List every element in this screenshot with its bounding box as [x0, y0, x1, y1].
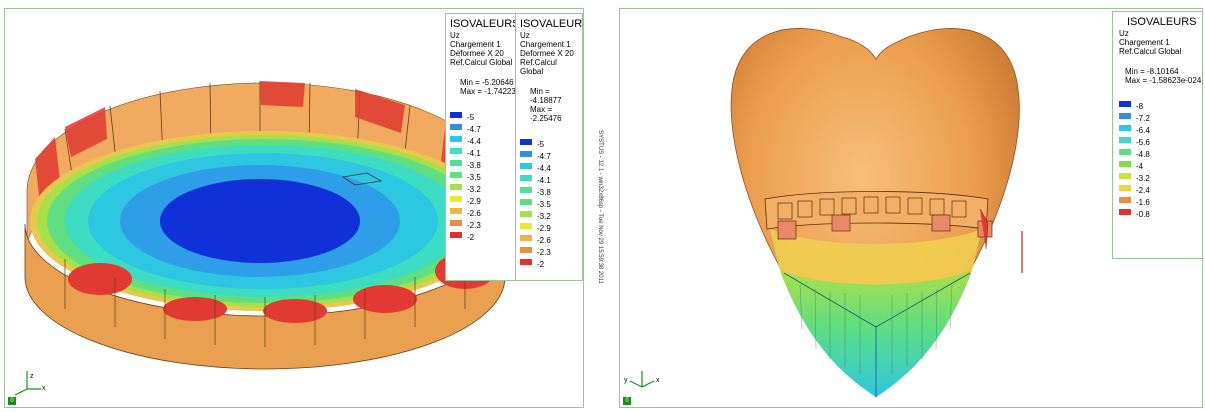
legend-min: Min = -4.18877: [530, 87, 562, 105]
isovalue-legend-2: ISOVALEURS Uz Chargement 1 Deformee X 20…: [515, 13, 583, 281]
sensor-marker: [341, 172, 383, 186]
legend-scale: -5 -4.7 -4.4 -4.1 -3.8 -3.5 -3.2 -2.9 -2…: [520, 137, 582, 269]
scale-row: -2.9: [450, 194, 516, 206]
balloon-model-view: [629, 28, 1023, 398]
scale-row: -2: [520, 257, 582, 269]
tank-model-view: [14, 81, 506, 396]
scale-row: -2.6: [520, 233, 582, 245]
scale-row: -5: [520, 137, 582, 149]
hanger-lines: [799, 284, 953, 375]
yellow-band: [770, 229, 982, 285]
scale-row: -4.7: [450, 122, 516, 134]
origin-marker: 0: [623, 397, 631, 405]
left-view-panel: z x 0 ISOVALEURS Uz Chargement 1 Deforme…: [4, 8, 584, 408]
legend-line: Ref.Calcul Global: [520, 58, 557, 76]
legend-title: ISOVALEURS: [450, 18, 520, 30]
axis-z-label: z: [30, 373, 34, 380]
scale-row: -4.1: [450, 146, 516, 158]
scale-row: -4.7: [520, 149, 582, 161]
legend-line: Ref.Calcul Global: [1119, 47, 1182, 56]
legend-line: Chargement 1: [1119, 38, 1170, 47]
isovalue-legend-3: ISOVALEURS Uz Chargement 1 Ref.Calcul Gl…: [1112, 11, 1202, 259]
legend-min: Min = -8.10164: [1125, 67, 1179, 76]
legend-line: Ref.Calcul Global: [450, 58, 513, 67]
scale-row: -4.4: [520, 161, 582, 173]
axis-x-label: x: [42, 385, 46, 392]
legend-line: Deformee X 20: [520, 49, 574, 58]
scale-row: -3.5: [450, 170, 516, 182]
scale-row: -8: [1119, 99, 1202, 111]
legend-max: Max = -1.58623e-024: [1125, 76, 1202, 85]
floor-isovalues: [30, 131, 500, 311]
legend-min: Min = -5.20646: [460, 78, 514, 87]
scale-row: -5.6: [1119, 135, 1202, 147]
legend-title: ISOVALEURS: [520, 18, 584, 30]
scale-row: -7.2: [1119, 111, 1202, 123]
scale-row: -3.2: [520, 209, 582, 221]
scale-row: -0.8: [1119, 207, 1202, 219]
front-ribs: [64, 259, 466, 347]
scale-row: -3.8: [520, 185, 582, 197]
scale-row: -5: [450, 110, 516, 122]
legend-line: Uz: [520, 31, 530, 40]
scale-row: -2.4: [1119, 183, 1202, 195]
scale-row: -1.6: [1119, 195, 1202, 207]
scale-row: -2.9: [520, 221, 582, 233]
scale-row: -3.2: [450, 182, 516, 194]
scale-row: -4.4: [450, 134, 516, 146]
scale-row: -6.4: [1119, 123, 1202, 135]
software-caption: SYSTUS - 12.1 - win32x86sp - Tue Nov 29 …: [585, 8, 615, 406]
axis-x-label: x: [656, 377, 660, 384]
legend-line: Deformee X 20: [450, 49, 504, 58]
scale-row: -2.3: [520, 245, 582, 257]
software-caption-text: SYSTUS - 12.1 - win32x86sp - Tue Nov 29 …: [597, 130, 603, 284]
legend-line: Uz: [1119, 29, 1129, 38]
red-edge: [979, 208, 989, 250]
scale-row: -2: [450, 230, 516, 242]
legend-title: ISOVALEURS: [1127, 16, 1197, 28]
scale-row: -2.6: [450, 206, 516, 218]
legend-max: Max = -2.25476: [530, 105, 562, 123]
scale-row: -2.3: [450, 218, 516, 230]
legend-scale: -8 -7.2 -6.4 -5.6 -4.8 -4 -3.2 -2.4 -1.6…: [1119, 99, 1202, 219]
scale-row: -4.8: [1119, 147, 1202, 159]
axis-triad-right: [629, 371, 655, 388]
scale-row: -3.8: [450, 158, 516, 170]
right-view-panel: y x 0 ISOVALEURS Uz Chargement 1 Ref.Cal…: [619, 8, 1203, 408]
axis-triad: [14, 371, 41, 396]
legend-max: Max = -1.74223: [460, 87, 516, 96]
legend-line: Chargement 1: [450, 40, 501, 49]
axis-y-label: y: [624, 377, 628, 384]
legend-line: Uz: [450, 31, 460, 40]
scale-row: -4.1: [520, 173, 582, 185]
legend-line: Chargement 1: [520, 40, 571, 49]
legend-scale: -5 -4.7 -4.4 -4.1 -3.8 -3.5 -3.2 -2.9 -2…: [450, 110, 516, 242]
scale-row: -4: [1119, 159, 1202, 171]
scale-row: -3.5: [520, 197, 582, 209]
origin-marker: 0: [8, 397, 16, 405]
gondola-pods: [777, 214, 993, 240]
scale-row: -3.2: [1119, 171, 1202, 183]
isovalue-legend-1: ISOVALEURS Uz Chargement 1 Deformee X 20…: [445, 13, 520, 281]
